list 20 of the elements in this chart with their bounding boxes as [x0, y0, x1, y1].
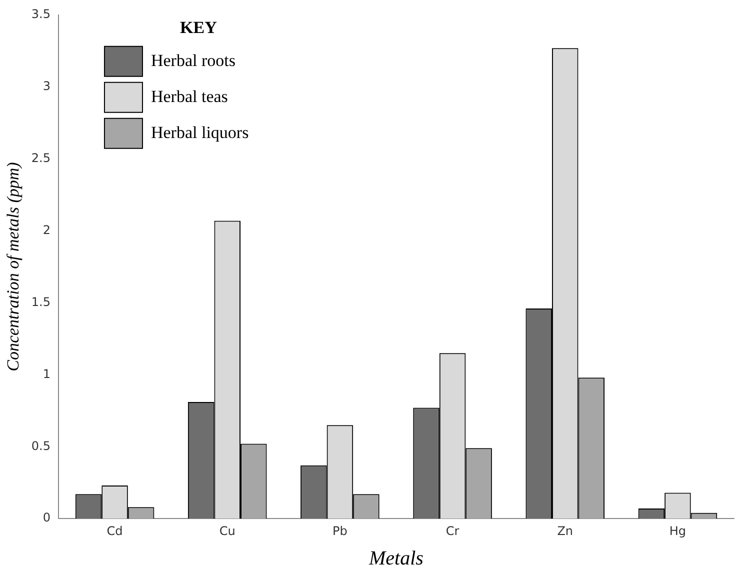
legend-label: Herbal liquors — [150, 122, 249, 142]
y-tick-label: 2 — [42, 222, 50, 237]
y-axis-title: Concentration of metals (ppm) — [4, 162, 23, 372]
y-tick-label: 0 — [42, 510, 50, 525]
x-tick-label: Hg — [669, 524, 686, 538]
x-tick-label: Pb — [332, 524, 348, 538]
y-tick-label: 0.5 — [31, 438, 50, 453]
y-tick-label: 2.5 — [31, 151, 50, 166]
y-tick-label: 1 — [42, 366, 50, 381]
legend-title: KEY — [180, 18, 217, 37]
y-tick-label: 3 — [42, 79, 50, 94]
x-axis-title: Metals — [368, 547, 424, 570]
x-tick-label: Cu — [219, 524, 236, 538]
x-tick-label: Cr — [446, 524, 460, 538]
legend-label: Herbal roots — [150, 50, 236, 70]
x-tick-label: Cd — [106, 524, 123, 538]
legend-label: Herbal teas — [150, 86, 228, 106]
y-tick-label: 1.5 — [31, 294, 50, 309]
y-tick-label: 3.5 — [31, 7, 50, 22]
x-tick-label: Zn — [557, 524, 574, 538]
